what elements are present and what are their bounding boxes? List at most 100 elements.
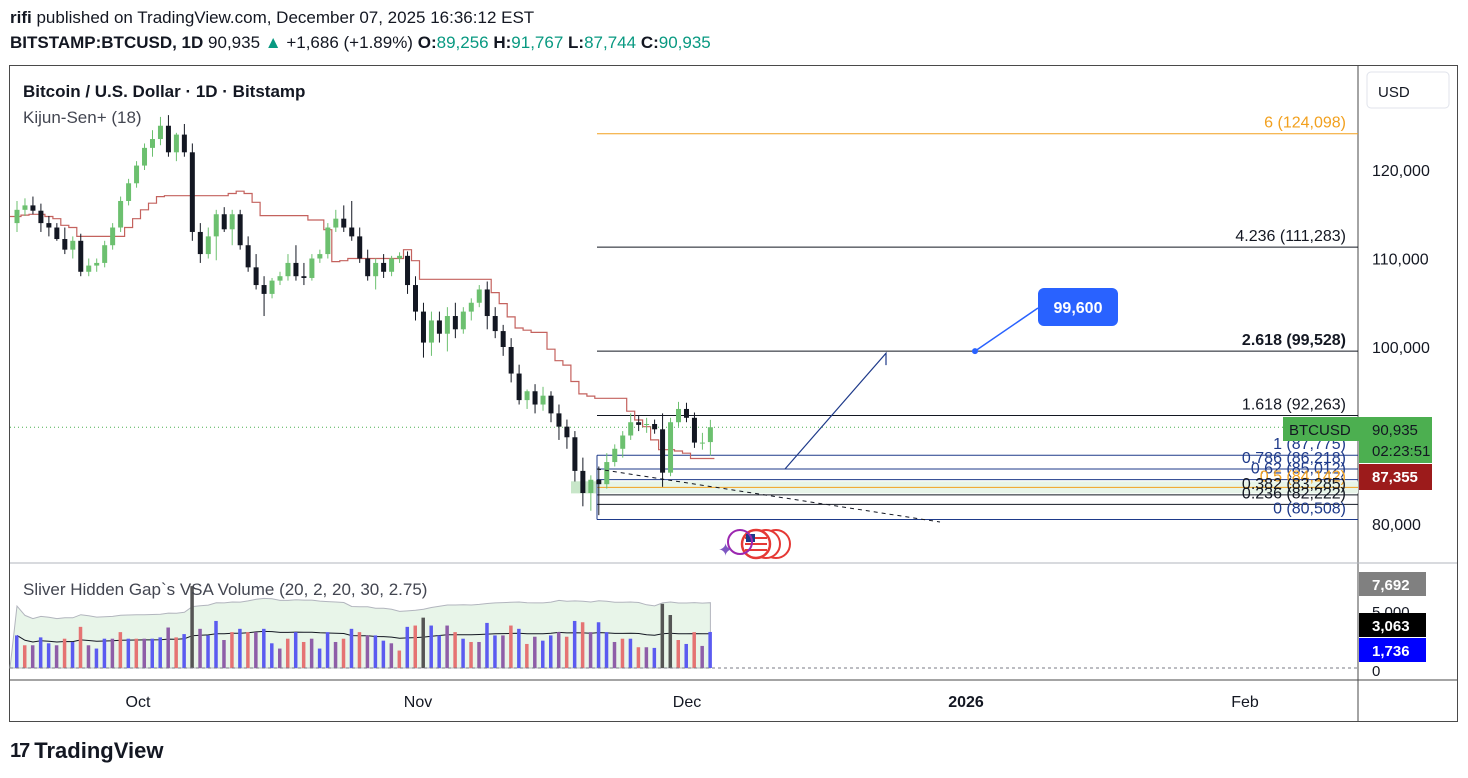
dashed-trend-line [596,468,941,523]
candle-body [668,422,674,473]
volume-bar [533,636,537,668]
candle-body [134,165,140,184]
indicator-legend[interactable]: Kijun-Sen+ (18) [23,108,142,127]
target-callout[interactable] [1038,288,1118,326]
candle-body [660,429,666,473]
candle-body [301,276,307,278]
candle-body [397,255,403,259]
volume-ma-badge [1359,613,1426,637]
candle-body [699,442,705,444]
volume-bar [78,626,83,668]
volume-bar [405,626,410,668]
volume-tick-0: 0 [1372,663,1380,680]
candle-body [22,205,28,210]
volume-bar [548,635,553,668]
change-arrow-icon: ▲ [264,33,282,52]
economic-events-icon[interactable]: ✦ [718,528,791,560]
volume-bar [453,632,457,668]
volume-bar [230,632,234,668]
fibonacci-extension[interactable]: 6 (124,098) 4.236 (111,283) 2.618 (99,528)… [571,115,1358,521]
volume-indicator-legend[interactable]: Sliver Hidden Gap`s VSA Volume (20, 2, 2… [23,580,427,599]
author-name[interactable]: rifi [10,8,32,27]
last-price-badge-value: 90,935 [1372,422,1418,439]
chart-title: Bitcoin / U.S. Dollar · 1D · Bitstamp [23,82,305,101]
candle-body [205,236,211,255]
candle-body [428,320,434,343]
close-value: 90,935 [658,33,711,52]
footer-brand[interactable]: 17 TradingView [10,738,163,764]
volume-bar [445,625,449,668]
candle-body [221,214,227,230]
fib-level-label: 0.236 (82,222) [1242,485,1346,502]
candle-body [325,227,331,255]
volume-bar [501,635,505,668]
time-tick-label: Feb [1231,694,1259,711]
volume-bar [214,620,218,668]
volume-bar [620,638,625,668]
candle-body [540,395,546,405]
candle-body [652,423,658,430]
high-value: 91,767 [511,33,564,52]
candle-body [38,210,44,224]
candle-body [683,408,689,418]
volume-bar [429,625,433,668]
volume-bar [541,640,545,668]
candle-body [691,417,697,443]
drawing-tools[interactable] [596,307,1039,523]
kijun-badge [1359,464,1432,490]
volume-bar [644,647,649,668]
candle-body [269,280,275,294]
candle-body [126,183,132,201]
volume-max-value: 7,692 [1372,577,1410,594]
volume-bar [317,648,322,668]
kijun-line [10,190,1358,460]
currency-button[interactable] [1366,71,1450,109]
candle-body [102,245,108,263]
volume-bar [198,628,202,668]
time-axis[interactable]: Oct Nov Dec 2026 Feb [126,694,1259,711]
candle-body [580,470,586,494]
volume-bar [636,647,641,668]
footer-brand-label: TradingView [34,738,164,763]
volume-bar [357,632,362,668]
volume-bar [301,641,306,668]
time-tick-label: Oct [126,694,151,711]
volume-bar [668,615,673,668]
candle-body [492,316,498,332]
volume-bar [469,641,473,668]
volume-bar [70,641,75,668]
volume-bar [373,635,378,668]
callout-anchor [972,348,978,355]
candle-body [420,311,426,343]
chart-frame [9,65,1458,722]
volume-bar [676,640,681,668]
candle-body [564,426,570,438]
target-callout-label: 99,600 [1054,300,1103,317]
symbol-badge-label: BTCUSD [1289,422,1351,439]
symbol-badge [1283,417,1359,441]
candle-body [277,276,283,281]
candle-body [604,462,610,485]
candle-body [676,408,682,423]
low-value: 87,744 [584,33,637,52]
candle-body [118,200,124,228]
candle-body [628,422,634,436]
volume-bar [628,638,633,668]
candle-body [436,320,442,334]
candlestick-series [14,115,713,516]
candle-body [524,391,530,401]
candle-body [70,240,76,250]
candle-body [644,423,650,425]
candle-body [349,227,355,237]
candle-body [86,265,92,272]
candle-body [285,262,291,277]
volume-bar [309,638,314,668]
price-scale[interactable]: 120,000 110,000 100,000 80,000 [1372,163,1430,534]
volume-pane [9,586,1358,669]
price-tick-label: 80,000 [1372,517,1421,534]
volume-bar [270,643,274,668]
volume-bar [182,634,186,668]
volume-bar [166,627,170,668]
volume-bar [30,645,35,668]
